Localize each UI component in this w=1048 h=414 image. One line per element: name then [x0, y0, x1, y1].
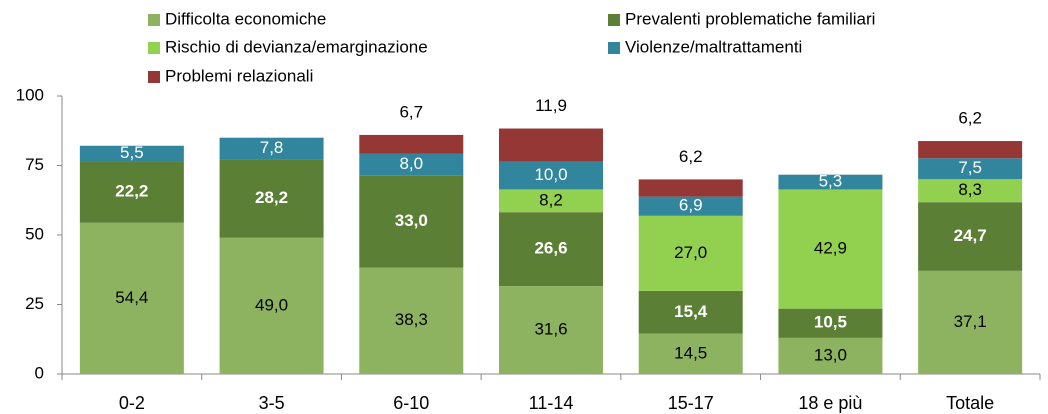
- data-label: 24,7: [954, 226, 987, 245]
- y-tick-label: 75: [25, 155, 44, 174]
- legend-swatch: [148, 14, 160, 26]
- data-label: 8,0: [399, 154, 423, 173]
- bar-segment: [499, 161, 603, 190]
- data-label: 5,3: [819, 172, 843, 191]
- legend-swatch: [148, 42, 160, 54]
- x-tick-label: 3-5: [259, 393, 285, 413]
- x-tick-label: 18 e più: [798, 393, 862, 413]
- bar-segment: [918, 141, 1023, 159]
- data-label: 6,7: [399, 102, 423, 121]
- data-label: 10,5: [814, 313, 847, 332]
- x-tick-label: 11-14: [529, 393, 574, 413]
- bar-segment: [499, 128, 603, 162]
- bar-segment: [359, 267, 464, 374]
- bar-segment: [359, 175, 464, 268]
- data-label: 42,9: [814, 239, 847, 258]
- data-label: 37,1: [954, 312, 987, 331]
- data-label: 26,6: [534, 239, 567, 258]
- y-tick-label: 0: [35, 363, 44, 382]
- bar-segment: [219, 137, 324, 160]
- y-tick-label: 25: [25, 294, 44, 313]
- data-label: 6,9: [679, 196, 703, 215]
- y-tick-label: 50: [25, 224, 44, 243]
- bar-segment: [79, 222, 184, 374]
- bar-segment: [219, 237, 324, 374]
- legend-swatch: [148, 71, 160, 83]
- bar-segment: [638, 333, 743, 374]
- data-label: 8,3: [958, 180, 982, 199]
- bar-segment: [499, 212, 603, 287]
- data-label: 22,2: [115, 181, 148, 200]
- x-tick-label: 0-2: [119, 393, 145, 413]
- x-tick-label: 6-10: [393, 393, 429, 413]
- bar-segment: [918, 179, 1023, 203]
- legend-label: Problemi relazionali: [165, 66, 313, 85]
- y-tick-label: 100: [16, 85, 44, 104]
- bar-segment: [778, 174, 883, 190]
- bar-segment: [79, 161, 184, 223]
- data-label: 54,4: [115, 288, 148, 307]
- bar-segment: [638, 196, 743, 216]
- legend-swatch: [608, 14, 620, 26]
- data-label: 13,0: [814, 345, 847, 364]
- bar-segment: [638, 215, 743, 291]
- bar-segment: [359, 153, 464, 176]
- legend-label: Rischio di devianza/emarginazione: [165, 37, 428, 56]
- data-label: 10,0: [534, 165, 567, 184]
- data-label: 31,6: [534, 320, 567, 339]
- bar-segment: [778, 189, 883, 309]
- data-label: 6,2: [958, 109, 982, 128]
- bar-segment: [638, 290, 743, 334]
- bar-segment: [499, 189, 603, 213]
- data-label: 28,2: [255, 188, 288, 207]
- data-label: 6,2: [679, 147, 703, 166]
- x-tick-label: 15-17: [668, 393, 714, 413]
- bar-segment: [638, 179, 743, 197]
- data-label: 38,3: [395, 310, 428, 329]
- bar-segment: [918, 158, 1023, 180]
- data-label: 8,2: [539, 190, 563, 209]
- legend-label: Prevalenti problematiche familiari: [625, 9, 875, 28]
- data-label: 14,5: [674, 343, 707, 362]
- bar-segment: [79, 145, 184, 162]
- bar-segment: [918, 202, 1023, 271]
- data-label: 11,9: [535, 96, 567, 115]
- data-label: 33,0: [395, 211, 428, 230]
- bar-segment: [219, 159, 324, 238]
- data-label: 49,0: [255, 295, 288, 314]
- data-label: 7,8: [260, 138, 284, 157]
- data-label: 5,5: [120, 143, 144, 162]
- data-label: 27,0: [674, 243, 707, 262]
- legend-label: Difficolta economiche: [165, 9, 326, 28]
- bar-segment: [499, 286, 603, 374]
- legend-label: Violenze/maltrattamenti: [625, 37, 802, 56]
- data-label: 15,4: [674, 302, 708, 321]
- bar-segment: [778, 337, 883, 374]
- data-label: 7,5: [958, 158, 982, 177]
- bar-segment: [778, 308, 883, 338]
- legend-swatch: [608, 42, 620, 54]
- bar-segment: [918, 270, 1023, 374]
- bar-segment: [359, 134, 464, 154]
- x-tick-label: Totale: [946, 393, 994, 413]
